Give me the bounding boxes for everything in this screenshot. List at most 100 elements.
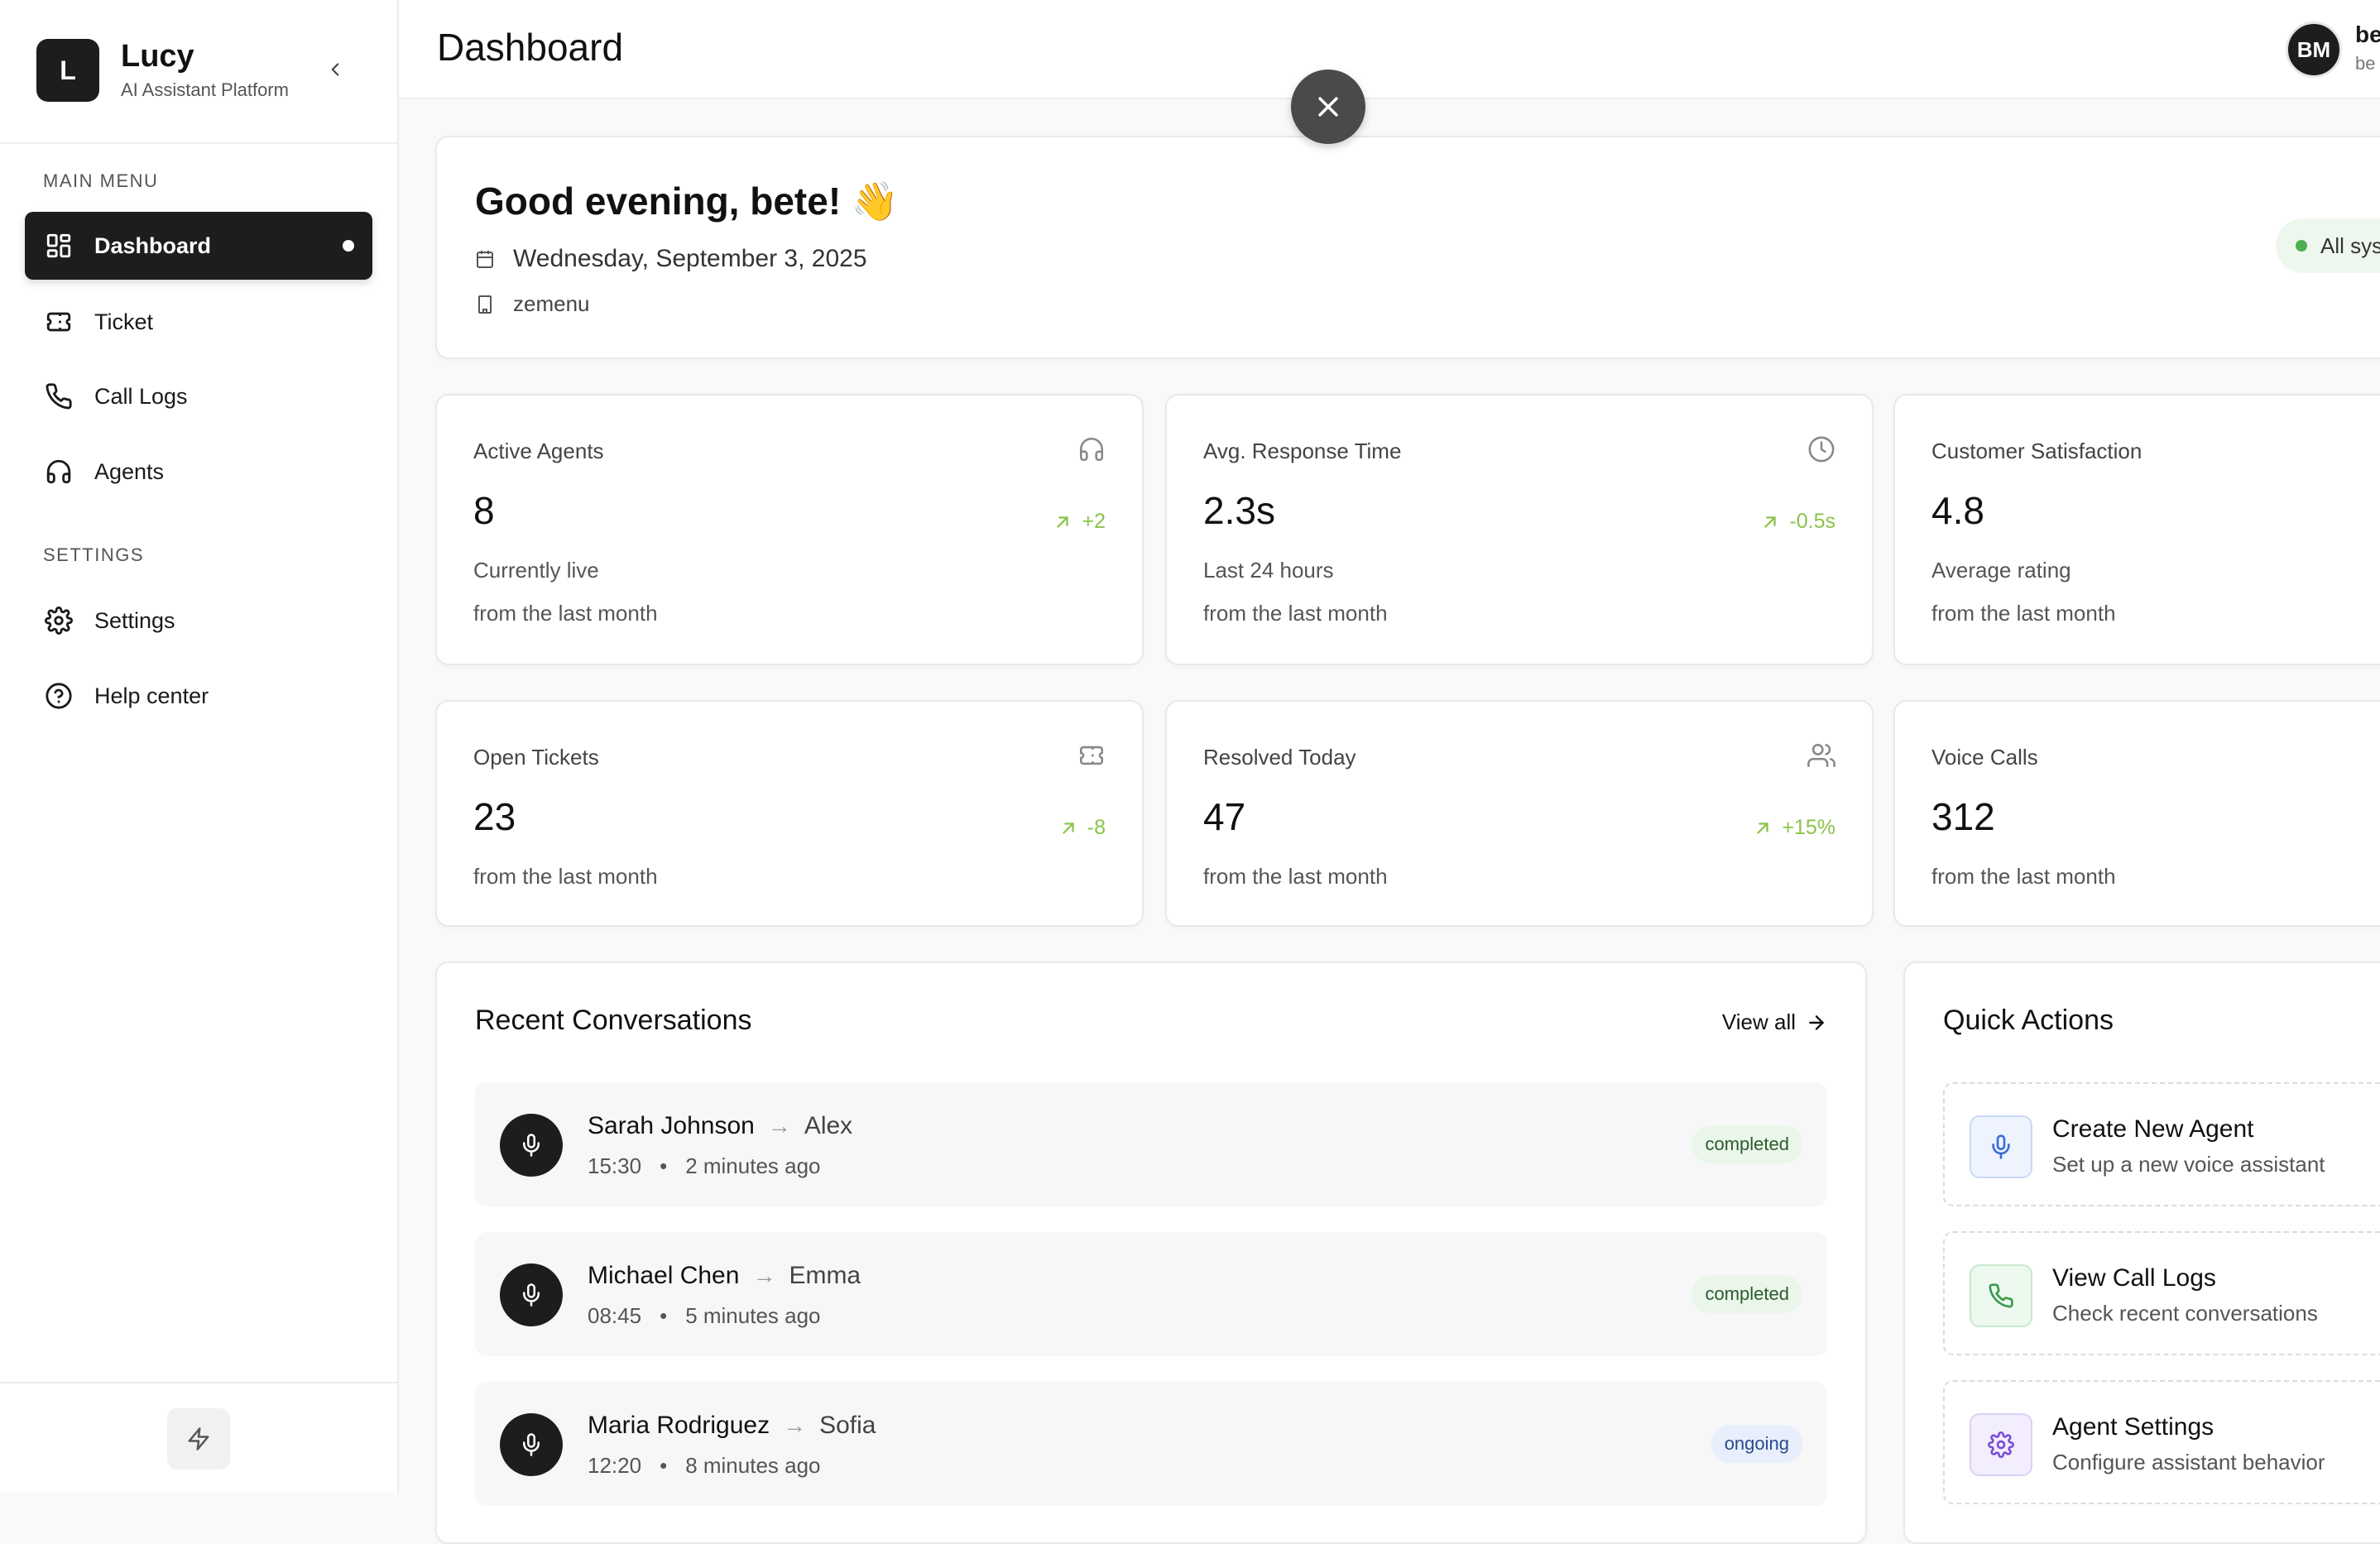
stat-value: 4.8 (1931, 489, 1984, 532)
calendar-icon (475, 249, 495, 269)
stat-comparison: from the last month (1931, 601, 2116, 626)
status-badge: completed (1691, 1275, 1802, 1313)
agent-name: Alex (804, 1112, 853, 1139)
sidebar-divider (0, 142, 397, 144)
view-all-link[interactable]: View all (1722, 1009, 1827, 1035)
conversation-item[interactable]: Maria Rodriguez → Sofia 12:20 • 8 minutes ag… (475, 1382, 1827, 1506)
create-new-agent-action[interactable]: Create New Agent Set up a new voice assi… (1943, 1082, 2380, 1206)
stat-card-open-tickets: Open Tickets 23 -8 from the last month (435, 700, 1144, 927)
bullet-separator: • (660, 1303, 668, 1328)
status-dot (2296, 240, 2307, 252)
sidebar-item-dashboard[interactable]: Dashboard (25, 212, 372, 280)
quick-actions-title: Quick Actions (1943, 1005, 2114, 1036)
status-badge: completed (1691, 1125, 1802, 1163)
ticket-icon (1077, 741, 1106, 770)
conversation-ago: 2 minutes ago (685, 1153, 821, 1178)
close-button[interactable] (1291, 70, 1365, 144)
qa-title: Agent Settings (2052, 1413, 2214, 1441)
building-icon (475, 295, 495, 314)
sidebar-item-settings[interactable]: Settings (25, 587, 372, 655)
top-bar: Dashboard (399, 0, 2380, 99)
sidebar-item-help-center[interactable]: Help center (25, 662, 372, 730)
stat-trend-value: -8 (1087, 816, 1106, 839)
quick-actions-card: Quick Actions Create New Agent Set up a … (1903, 961, 2380, 1544)
stat-trend: +15% (1754, 816, 1835, 840)
mic-avatar (500, 1114, 563, 1177)
sidebar-item-agents[interactable]: Agents (25, 438, 372, 506)
greeting-date: Wednesday, September 3, 2025 (513, 245, 867, 272)
stat-card-avg-response-time: Avg. Response Time 2.3s -0.5s Last 24 ho… (1165, 394, 1874, 665)
avatar[interactable]: BM (2286, 22, 2342, 78)
conversation-ago: 8 minutes ago (685, 1453, 821, 1478)
greeting-date-row: Wednesday, September 3, 2025 (475, 245, 867, 273)
headset-icon (1077, 435, 1106, 463)
sidebar-item-call-logs[interactable]: Call Logs (25, 362, 372, 430)
greeting-card: Good evening, bete! 👋 Wednesday, Septemb… (435, 136, 2380, 359)
brand-logo: L (36, 39, 99, 102)
stat-label: Customer Satisfaction (1931, 439, 2142, 463)
sidebar-item-label: Settings (94, 607, 175, 633)
arrow-separator: → (783, 1412, 807, 1438)
bolt-icon (186, 1427, 211, 1451)
view-call-logs-action[interactable]: View Call Logs Check recent conversation… (1943, 1231, 2380, 1355)
mic-avatar (500, 1263, 563, 1326)
caller-name: Michael Chen (588, 1262, 740, 1289)
qa-subtitle: Check recent conversations (2052, 1301, 2318, 1326)
view-all-label: View all (1721, 1009, 1796, 1034)
agent-settings-action[interactable]: Agent Settings Configure assistant behav… (1943, 1380, 2380, 1504)
sidebar-item-label: Agents (94, 458, 165, 484)
dashboard-icon (45, 232, 73, 260)
recent-conversations-card: Recent Conversations View all Sarah John… (435, 961, 1867, 1544)
clock-icon (1807, 435, 1835, 463)
caller-name: Maria Rodriguez (588, 1412, 770, 1439)
qa-title: Create New Agent (2052, 1115, 2254, 1143)
stat-trend: +2 (1053, 510, 1106, 534)
system-status-badge: All sys (2276, 218, 2380, 273)
gear-icon (1988, 1431, 2014, 1458)
brand-subtitle: AI Assistant Platform (121, 79, 289, 100)
microphone-icon (519, 1283, 544, 1307)
arrow-right-icon (1806, 1012, 1827, 1033)
recent-conversations-title: Recent Conversations (475, 1005, 752, 1036)
chevron-left-icon[interactable] (324, 58, 346, 81)
sidebar-item-label: Call Logs (94, 383, 188, 409)
stat-trend-value: +15% (1782, 816, 1835, 839)
microphone-icon (519, 1133, 544, 1158)
mic-avatar (500, 1413, 563, 1476)
page-title: Dashboard (437, 26, 624, 69)
conversation-time: 15:30 (588, 1153, 642, 1178)
stat-value: 47 (1203, 795, 1246, 838)
user-name: be (2355, 22, 2380, 47)
bolt-button[interactable] (167, 1408, 230, 1470)
greeting-title: Good evening, bete! 👋 (475, 180, 900, 223)
users-icon (1807, 741, 1835, 770)
brand-name: Lucy (121, 39, 194, 74)
sidebar-item-ticket[interactable]: Ticket (25, 288, 372, 356)
conversation-item[interactable]: Michael Chen → Emma 08:45 • 5 minutes ago co… (475, 1232, 1827, 1356)
active-indicator (343, 240, 354, 252)
settings-section-label: SETTINGS (43, 544, 145, 565)
arrow-separator: → (767, 1113, 791, 1139)
qa-icon-box (1970, 1413, 2032, 1476)
stat-trend: -0.5s (1761, 510, 1835, 534)
stat-trend-value: +2 (1082, 510, 1106, 533)
stat-subtitle: Last 24 hours (1203, 558, 1334, 583)
help-circle-icon (45, 682, 73, 710)
microphone-icon (519, 1432, 544, 1457)
qa-subtitle: Configure assistant behavior (2052, 1450, 2325, 1474)
stat-label: Resolved Today (1203, 745, 1356, 770)
phone-icon (1988, 1283, 2014, 1309)
sidebar-item-label: Ticket (94, 309, 154, 334)
conversation-item[interactable]: Sarah Johnson → Alex 15:30 • 2 minutes ago c… (475, 1082, 1827, 1206)
greeting-org-row: zemenu (475, 291, 590, 317)
organization-name: zemenu (513, 291, 590, 316)
arrow-separator: → (752, 1263, 776, 1288)
brand[interactable]: L Lucy AI Assistant Platform (36, 38, 289, 103)
qa-icon-box (1970, 1264, 2032, 1327)
main-menu-label: MAIN MENU (43, 170, 159, 191)
arrow-up-right-icon (1059, 819, 1077, 837)
stat-value: 23 (473, 795, 516, 838)
stat-comparison: from the last month (1203, 864, 1388, 889)
bullet-separator: • (660, 1453, 668, 1478)
stat-subtitle: Average rating (1931, 558, 2071, 583)
